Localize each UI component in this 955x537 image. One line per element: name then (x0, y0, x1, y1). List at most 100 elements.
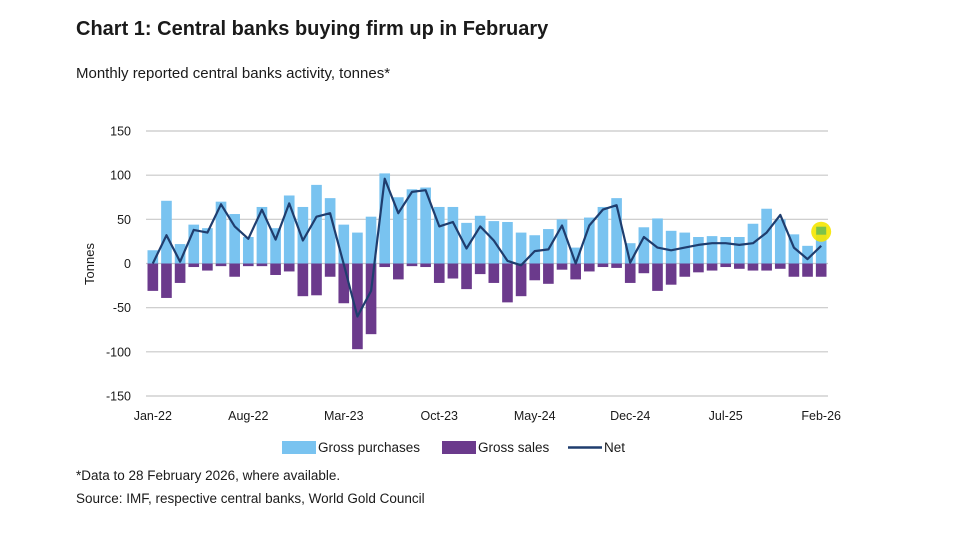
bar-gross-purchases (229, 214, 240, 264)
x-tick-label: Aug-22 (228, 409, 268, 423)
bar-gross-purchases (283, 195, 295, 264)
bar-gross-purchases (433, 206, 445, 264)
legend-label-gross-purchases: Gross purchases (318, 440, 420, 455)
bar-gross-sales (488, 263, 500, 283)
bar-gross-sales (297, 263, 309, 297)
bar-gross-purchases (597, 206, 609, 264)
footnote: *Data to 28 February 2026, where availab… (76, 468, 341, 483)
y-tick-label: 0 (124, 257, 131, 271)
bar-gross-purchases (352, 232, 363, 264)
bar-gross-sales (433, 263, 445, 283)
bar-gross-sales (420, 263, 431, 268)
bar-gross-sales (747, 263, 759, 271)
bar-gross-sales (802, 263, 813, 277)
legend-label-net: Net (604, 440, 625, 455)
bar-gross-sales (229, 263, 240, 277)
bar-gross-sales (515, 263, 527, 297)
bar-gross-purchases (147, 250, 159, 264)
chart-title: Chart 1: Central banks buying firm up in… (76, 18, 549, 40)
x-tick-label: Dec-24 (610, 409, 650, 423)
bar-gross-purchases (406, 189, 418, 264)
bar-gross-sales (679, 263, 691, 277)
bar-gross-purchases (502, 221, 513, 264)
x-tick-label: Jan-22 (134, 409, 172, 423)
bar-gross-purchases (761, 208, 772, 264)
bar-gross-purchases (420, 187, 431, 264)
bar-gross-sales (256, 263, 268, 267)
bar-gross-sales (174, 263, 186, 283)
bar-gross-purchases (638, 227, 650, 264)
legend-swatch-gross-sales (442, 441, 476, 454)
bar-gross-sales (270, 263, 281, 275)
bar-gross-sales (365, 263, 377, 335)
bar-gross-sales (502, 263, 513, 303)
x-tick-label: Oct-23 (421, 409, 459, 423)
bar-gross-purchases (447, 206, 459, 264)
bar-gross-purchases (338, 224, 350, 264)
bar-gross-sales (324, 263, 336, 277)
bar-gross-purchases (624, 243, 636, 264)
x-axis-ticks: Jan-22 Aug-22 Mar-23 Oct-23 May-24 Dec-24 Jul-… (134, 409, 841, 423)
source-note: Source: IMF, respective central banks, W… (76, 491, 425, 506)
bar-gross-sales (283, 263, 295, 272)
x-tick-label: Feb-26 (801, 409, 841, 423)
bar-gross-purchases (720, 237, 732, 264)
bar-gross-sales (583, 263, 595, 272)
bar-gross-purchases (393, 197, 404, 264)
bar-gross-purchases (161, 200, 172, 264)
bar-gross-sales (352, 263, 363, 350)
bar-gross-sales (474, 263, 486, 275)
legend: Gross purchases Gross sales Net (282, 440, 625, 455)
bar-gross-sales (379, 263, 391, 268)
bar-gross-sales (720, 263, 732, 268)
bar-gross-sales (242, 263, 254, 267)
bar-gross-purchases (461, 222, 472, 264)
bar-gross-purchases (379, 173, 391, 264)
bar-gross-sales (611, 263, 622, 268)
bar-gross-sales (570, 263, 581, 280)
y-tick-label: 50 (117, 213, 131, 227)
legend-swatch-gross-purchases (282, 441, 316, 454)
bar-gross-sales (624, 263, 636, 283)
bar-gross-sales (406, 263, 418, 267)
x-tick-label: Mar-23 (324, 409, 364, 423)
bar-gross-purchases (242, 237, 254, 264)
bar-gross-sales (529, 263, 541, 281)
bar-gross-purchases (556, 219, 568, 264)
bar-gross-sales (556, 263, 568, 270)
y-tick-label: -150 (106, 390, 131, 404)
bar-gross-sales (338, 263, 350, 304)
bar-gross-purchases (474, 215, 486, 264)
bar-gross-sales (215, 263, 227, 267)
bar-gross-sales (597, 263, 609, 268)
bar-gross-purchases (665, 230, 677, 264)
bar-gross-purchases (324, 198, 336, 264)
bar-gross-sales (461, 263, 472, 290)
bar-gross-purchases (611, 198, 622, 264)
x-tick-label: Jul-25 (709, 409, 743, 423)
bar-gross-purchases (570, 247, 581, 264)
bar-gross-purchases (802, 245, 813, 264)
highlight-square (816, 226, 827, 235)
bar-gross-sales (774, 263, 786, 269)
bars (147, 173, 827, 350)
bar-gross-sales (447, 263, 459, 279)
y-tick-label: -50 (113, 301, 131, 315)
bar-gross-purchases (583, 217, 595, 264)
bar-gross-sales (665, 263, 677, 285)
bar-gross-sales (706, 263, 718, 271)
bar-gross-sales (693, 263, 704, 273)
bar-gross-sales (311, 263, 322, 296)
bar-gross-sales (788, 263, 800, 277)
bar-gross-sales (638, 263, 650, 274)
x-tick-label: May-24 (514, 409, 556, 423)
y-tick-label: 100 (110, 169, 131, 183)
y-axis-label: Tonnes (82, 243, 97, 285)
bar-gross-purchases (311, 184, 322, 264)
bar-gross-purchases (202, 228, 213, 264)
bar-gross-sales (734, 263, 745, 269)
bar-gross-sales (188, 263, 200, 268)
bar-gross-sales (161, 263, 172, 298)
bar-gross-sales (761, 263, 772, 271)
